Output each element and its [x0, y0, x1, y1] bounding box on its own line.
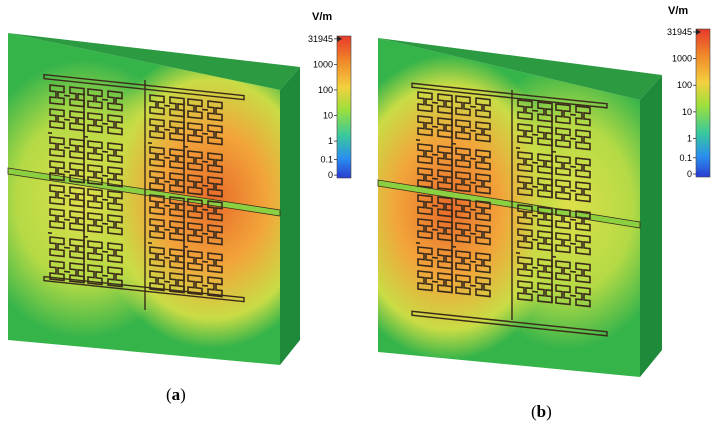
colorbar-limit-marker	[337, 35, 342, 42]
board-right-face	[640, 75, 662, 377]
caption-a: (a)	[166, 385, 186, 404]
colorbar-tick-label: 10	[323, 111, 333, 121]
colorbar-tick-label: 31945	[667, 27, 692, 37]
colorbar-unit: V/m	[312, 11, 332, 23]
colorbar-tick-label: 10	[682, 107, 692, 117]
colorbar-tick-label: 1	[687, 134, 692, 144]
colorbar-unit: V/m	[668, 5, 688, 17]
antenna-array	[43, 73, 245, 310]
colorbar-limit-marker	[696, 171, 701, 178]
colorbar-a: V/m 31945 1000 100 10 1 0.1 0	[308, 11, 352, 180]
colorbar-tick-label: 1000	[313, 59, 333, 69]
panel-b: V/m 31945 1000 100 10 1 0.1 0	[377, 5, 711, 377]
colorbar-tick-label: 0.1	[320, 155, 333, 165]
colorbar-tick-label: 0	[328, 170, 333, 180]
antenna-array	[411, 82, 608, 337]
feed-line	[7, 167, 281, 217]
colorbar-tick-label: 100	[318, 85, 333, 95]
panel-a: V/m 31945 1000 100 10 1 0.1 0	[7, 11, 352, 365]
colorbar-tick-label: 100	[677, 80, 692, 90]
colorbar-tick-label: 31945	[308, 34, 333, 44]
colorbar-ticks: 31945 1000 100 10 1 0.1 0	[308, 34, 342, 180]
colorbar-tick-label: 0.1	[679, 153, 692, 163]
caption-b: (b)	[531, 402, 552, 421]
colorbar-gradient	[336, 35, 352, 179]
colorbar-limit-marker	[337, 172, 342, 179]
colorbar-b: V/m 31945 1000 100 10 1 0.1 0	[667, 5, 711, 179]
colorbar-gradient	[695, 28, 711, 178]
colorbar-tick-label: 0	[687, 169, 692, 179]
colorbar-limit-marker	[696, 28, 701, 35]
board-right-face	[280, 67, 300, 365]
colorbar-ticks: 31945 1000 100 10 1 0.1 0	[667, 27, 701, 179]
colorbar-tick-label: 1000	[672, 54, 692, 64]
colorbar-tick-label: 1	[328, 136, 333, 146]
